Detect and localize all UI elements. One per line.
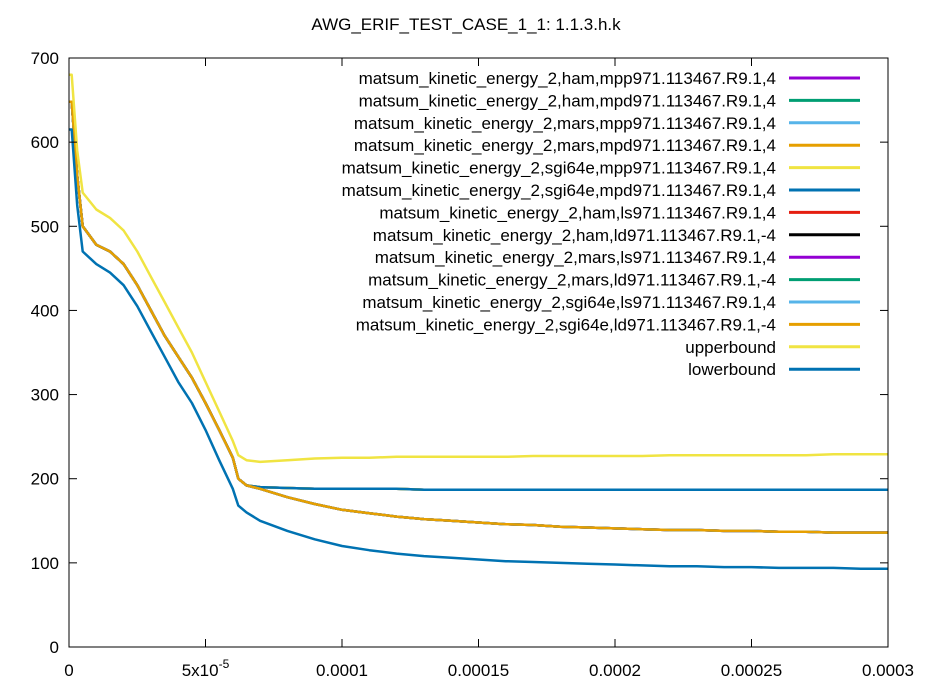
x-tick-label: 0.00015 [448,661,509,680]
x-tick-label: 0.0002 [589,661,641,680]
x-tick-label: 0.0001 [316,661,368,680]
series-line-14 [69,128,888,570]
legend-label: matsum_kinetic_energy_2,ham,mpd971.11346… [359,91,776,110]
x-tick-label: 5x10-5 [182,657,230,680]
y-tick-label: 0 [50,638,59,657]
legend-label: matsum_kinetic_energy_2,sgi64e,ls971.113… [362,293,776,312]
legend-label: lowerbound [688,360,776,379]
y-tick-label: 200 [31,470,59,489]
legend-label: matsum_kinetic_energy_2,sgi64e,mpp971.11… [342,159,776,178]
chart-title: AWG_ERIF_TEST_CASE_1_1: 1.1.3.h.k [311,15,621,34]
y-tick-label: 600 [31,133,59,152]
y-tick-label: 400 [31,301,59,320]
series-line-13 [69,73,888,464]
y-tick-label: 700 [31,49,59,68]
legend-label: matsum_kinetic_energy_2,mars,ld971.11346… [368,271,776,290]
legend-label: matsum_kinetic_energy_2,ham,mpp971.11346… [359,69,776,88]
legend-label: matsum_kinetic_energy_2,mars,mpd971.1134… [354,136,776,155]
x-tick-label: 0 [64,661,73,680]
y-tick-label: 100 [31,554,59,573]
legend: matsum_kinetic_energy_2,ham,mpp971.11346… [342,69,860,379]
y-tick-label: 500 [31,217,59,236]
y-tick-label: 300 [31,386,59,405]
legend-label: matsum_kinetic_energy_2,ham,ld971.113467… [373,226,776,245]
x-tick-label: 0.0003 [862,661,914,680]
series-lines [69,73,888,570]
legend-label: matsum_kinetic_energy_2,ham,ls971.113467… [379,203,776,222]
x-tick-exponent: -5 [219,657,230,671]
legend-label: upperbound [685,338,776,357]
x-axis: 0 5x10-5 0.0001 0.00015 0.0002 0.00025 0.0003 [64,58,914,680]
legend-label: matsum_kinetic_energy_2,mars,mpp971.1134… [354,114,776,133]
legend-label: matsum_kinetic_energy_2,mars,ls971.11346… [375,248,776,267]
legend-label: matsum_kinetic_energy_2,sgi64e,ld971.113… [356,315,776,334]
x-tick-label: 0.00025 [721,661,782,680]
y-axis: 0 100 200 300 400 500 600 700 [31,49,888,657]
legend-label: matsum_kinetic_energy_2,sgi64e,mpd971.11… [342,181,776,200]
series-line-12 [69,100,888,534]
